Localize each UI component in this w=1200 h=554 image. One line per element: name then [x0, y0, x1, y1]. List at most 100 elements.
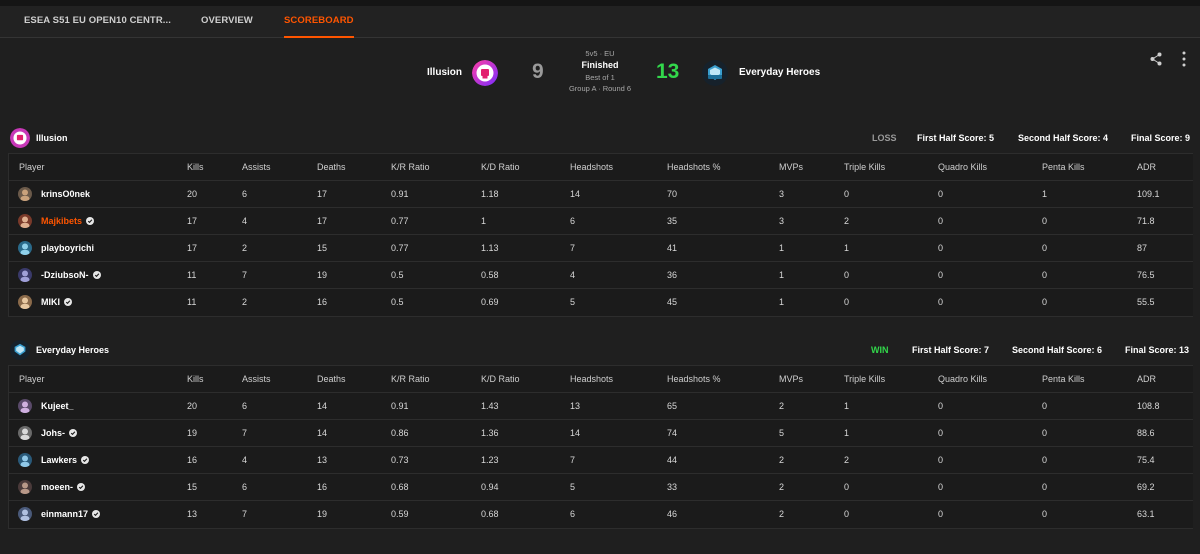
column-header[interactable]: Deaths	[317, 162, 346, 172]
column-header[interactable]: Triple Kills	[844, 374, 886, 384]
share-icon[interactable]	[1150, 52, 1162, 66]
column-header[interactable]: K/R Ratio	[391, 374, 430, 384]
team2-section: Everyday Heroes WIN First Half Score: 7 …	[8, 335, 1193, 529]
player-name[interactable]: Lawkers	[41, 447, 90, 473]
player-name[interactable]: MIKI	[41, 289, 72, 315]
player-name[interactable]: Kujeet_	[41, 393, 74, 419]
player-link[interactable]: einmann17	[9, 501, 179, 527]
team1-section: Illusion LOSS First Half Score: 5 Second…	[8, 123, 1193, 317]
avatar[interactable]	[18, 187, 32, 201]
column-header[interactable]: Headshots	[570, 374, 614, 384]
stat-cell: 0	[1042, 455, 1048, 465]
column-header[interactable]: MVPs	[779, 374, 804, 384]
stat-cell: 7	[242, 428, 248, 438]
tab-overview[interactable]: OVERVIEW	[201, 15, 253, 26]
player-link[interactable]: Kujeet_	[9, 393, 179, 419]
player-name[interactable]: playboyrichi	[41, 235, 94, 261]
player-name[interactable]: -DziubsoN-	[41, 262, 101, 288]
column-header[interactable]: Headshots	[570, 162, 614, 172]
column-header[interactable]: Penta Kills	[1042, 162, 1085, 172]
column-header[interactable]: Quadro Kills	[938, 374, 988, 384]
player-name-text[interactable]: playboyrichi	[41, 243, 95, 253]
more-vertical-icon[interactable]	[1182, 51, 1186, 67]
player-name-text[interactable]: Lawkers	[41, 455, 78, 465]
avatar[interactable]	[18, 426, 32, 440]
player-link[interactable]: krinsO0nek	[9, 181, 179, 207]
column-header[interactable]: K/D Ratio	[481, 374, 520, 384]
stat-cell: 1	[844, 243, 850, 253]
column-header[interactable]: Kills	[187, 374, 204, 384]
stat-cell: 20	[187, 401, 198, 411]
player-name-text[interactable]: krinsO0nek	[41, 189, 91, 199]
player-link[interactable]: moeen-	[9, 474, 179, 500]
column-header[interactable]: ADR	[1137, 162, 1157, 172]
player-name[interactable]: Majkibets	[41, 208, 95, 234]
avatar[interactable]	[18, 480, 32, 494]
avatar[interactable]	[18, 214, 32, 228]
stat-cell: 33	[667, 482, 678, 492]
column-header[interactable]: ADR	[1137, 374, 1157, 384]
player-link[interactable]: Lawkers	[9, 447, 179, 473]
stat-cell: 0	[1042, 270, 1048, 280]
player-link[interactable]: MIKI	[9, 289, 179, 315]
column-header[interactable]: Headshots %	[667, 162, 721, 172]
player-name-text[interactable]: MIKI	[41, 297, 60, 307]
column-header[interactable]: Assists	[242, 374, 271, 384]
stat-cell: 0	[938, 482, 944, 492]
column-header[interactable]: Kills	[187, 162, 204, 172]
column-header[interactable]: Triple Kills	[844, 162, 886, 172]
player-link[interactable]: playboyrichi	[9, 235, 179, 261]
avatar[interactable]	[18, 507, 32, 521]
stat-cell: 19	[317, 509, 328, 519]
column-header[interactable]: MVPs	[779, 162, 804, 172]
column-header[interactable]: K/D Ratio	[481, 162, 520, 172]
player-name-text[interactable]: -DziubsoN-	[41, 270, 89, 280]
stat-cell: 13	[187, 509, 198, 519]
player-name[interactable]: moeen-	[41, 474, 86, 500]
column-header[interactable]: Penta Kills	[1042, 374, 1085, 384]
column-header[interactable]: Player	[19, 374, 45, 384]
column-header[interactable]: Assists	[242, 162, 271, 172]
team1-name[interactable]: Illusion	[427, 67, 462, 78]
player-name-text[interactable]: Kujeet_	[41, 401, 74, 411]
stat-cell: 7	[242, 509, 248, 519]
player-name[interactable]: Johs-	[41, 420, 78, 446]
column-header[interactable]: Headshots %	[667, 374, 721, 384]
avatar[interactable]	[18, 268, 32, 282]
team2-scoreboard-table: Player Kills Assists Deaths K/R Ratio K/D Rat…	[8, 365, 1193, 529]
stat-cell: 4	[242, 455, 248, 465]
stat-cell: 0.59	[391, 509, 409, 519]
match-status: Finished	[581, 60, 619, 70]
verified-badge-icon	[92, 263, 101, 279]
team2-logo-icon[interactable]	[702, 60, 728, 86]
team2-name[interactable]: Everyday Heroes	[739, 67, 821, 78]
column-header[interactable]: Quadro Kills	[938, 162, 988, 172]
column-header[interactable]: Player	[19, 162, 45, 172]
player-name-text[interactable]: Majkibets	[41, 216, 83, 226]
avatar[interactable]	[18, 241, 32, 255]
player-name[interactable]: krinsO0nek	[41, 181, 90, 207]
avatar[interactable]	[18, 399, 32, 413]
stat-cell: 41	[667, 243, 678, 253]
stat-cell: 0	[938, 243, 944, 253]
avatar[interactable]	[18, 453, 32, 467]
player-name-text[interactable]: moeen-	[41, 482, 74, 492]
player-link[interactable]: -DziubsoN-	[9, 262, 179, 288]
player-name-text[interactable]: Johs-	[41, 428, 66, 438]
stat-cell: 0	[1042, 243, 1048, 253]
stat-cell: 71.8	[1137, 216, 1155, 226]
player-link[interactable]: Johs-	[9, 420, 179, 446]
stat-cell: 4	[570, 270, 576, 280]
stat-cell: 0	[938, 428, 944, 438]
player-link[interactable]: Majkibets	[9, 208, 179, 234]
team2-result: WIN	[871, 345, 889, 355]
player-name[interactable]: einmann17	[41, 501, 101, 527]
avatar[interactable]	[18, 295, 32, 309]
column-header[interactable]: K/R Ratio	[391, 162, 430, 172]
tab-scoreboard[interactable]: SCOREBOARD	[284, 6, 354, 38]
tab-competition[interactable]: ESEA S51 EU OPEN10 CENTR...	[24, 15, 172, 26]
column-header[interactable]: Deaths	[317, 374, 346, 384]
team1-logo-icon[interactable]	[472, 60, 498, 86]
stat-cell: 7	[570, 455, 576, 465]
player-name-text[interactable]: einmann17	[41, 509, 89, 519]
